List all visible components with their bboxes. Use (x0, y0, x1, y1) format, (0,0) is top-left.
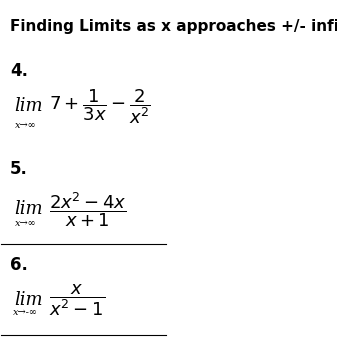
Text: lim: lim (14, 291, 43, 309)
Text: x→-∞: x→-∞ (13, 308, 38, 318)
Text: 6.: 6. (10, 256, 28, 274)
Text: lim: lim (14, 200, 43, 218)
Text: x→∞: x→∞ (15, 121, 36, 130)
Text: 5.: 5. (10, 160, 28, 178)
Text: $7+\dfrac{1}{3x}-\dfrac{2}{x^2}$: $7+\dfrac{1}{3x}-\dfrac{2}{x^2}$ (49, 87, 151, 126)
Text: Finding Limits as x approaches +/- infinity:: Finding Limits as x approaches +/- infin… (10, 19, 337, 34)
Text: $\dfrac{x}{x^2-1}$: $\dfrac{x}{x^2-1}$ (49, 282, 105, 318)
Text: lim: lim (14, 97, 43, 115)
Text: x→∞: x→∞ (15, 219, 36, 228)
Text: $\dfrac{2x^2-4x}{x+1}$: $\dfrac{2x^2-4x}{x+1}$ (49, 190, 127, 228)
Text: 4.: 4. (10, 62, 28, 80)
